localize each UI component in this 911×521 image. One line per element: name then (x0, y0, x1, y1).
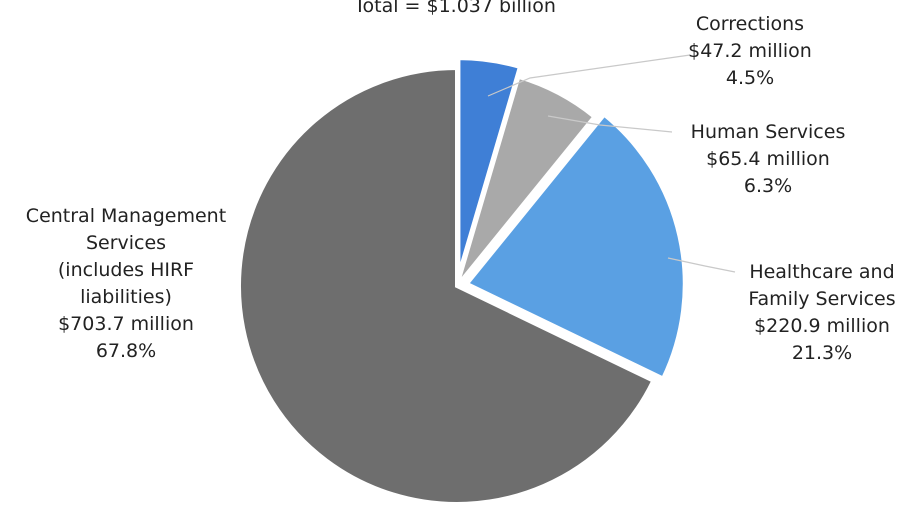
slice-label-line: 67.8% (96, 340, 156, 362)
slice-label-line: $65.4 million (706, 148, 830, 170)
pie-slice-healthcare-and-family-services (463, 111, 687, 382)
slice-label: Central Management Services (includes HIRF… (26, 205, 226, 362)
slice-labels-layer: Corrections $47.2 million 4.5% Human Servic… (26, 13, 896, 364)
slice-label-line: $47.2 million (688, 40, 812, 62)
slice-label-line: 4.5% (726, 67, 774, 89)
leader-line (487, 54, 691, 97)
slice-label-line: Family Services (748, 288, 895, 310)
slice-label-line: Central Management (26, 205, 226, 227)
slice-label: Corrections $47.2 million 4.5% (688, 13, 812, 89)
pie-slice-central-management-services-includes-hirf-liabilities (237, 65, 657, 506)
slice-label-line: (includes HIRF (58, 259, 194, 281)
slice-label-line: 6.3% (744, 175, 792, 197)
slice-label-line: 21.3% (792, 342, 852, 364)
leader-line (667, 257, 736, 273)
slice-label-line: Human Services (691, 121, 846, 143)
leader-lines-layer (487, 54, 736, 273)
slice-label: Healthcare and Family Services $220.9 mill… (748, 261, 895, 364)
leader-line (547, 115, 673, 133)
slice-label-line: Services (86, 232, 166, 254)
pie-slice-corrections (456, 56, 523, 277)
slice-label-line: $220.9 million (754, 315, 890, 337)
slice-label-line: Healthcare and (749, 261, 894, 283)
slice-label: Human Services $65.4 million 6.3% (691, 121, 846, 197)
chart-title: Total = $1.037 billion (353, 0, 556, 17)
slice-label-line: $703.7 million (58, 313, 194, 335)
slice-label-line: liabilities) (80, 286, 172, 308)
slice-label-line: Corrections (696, 13, 804, 35)
slices-layer (237, 56, 687, 506)
pie-slice-human-services (455, 74, 598, 288)
